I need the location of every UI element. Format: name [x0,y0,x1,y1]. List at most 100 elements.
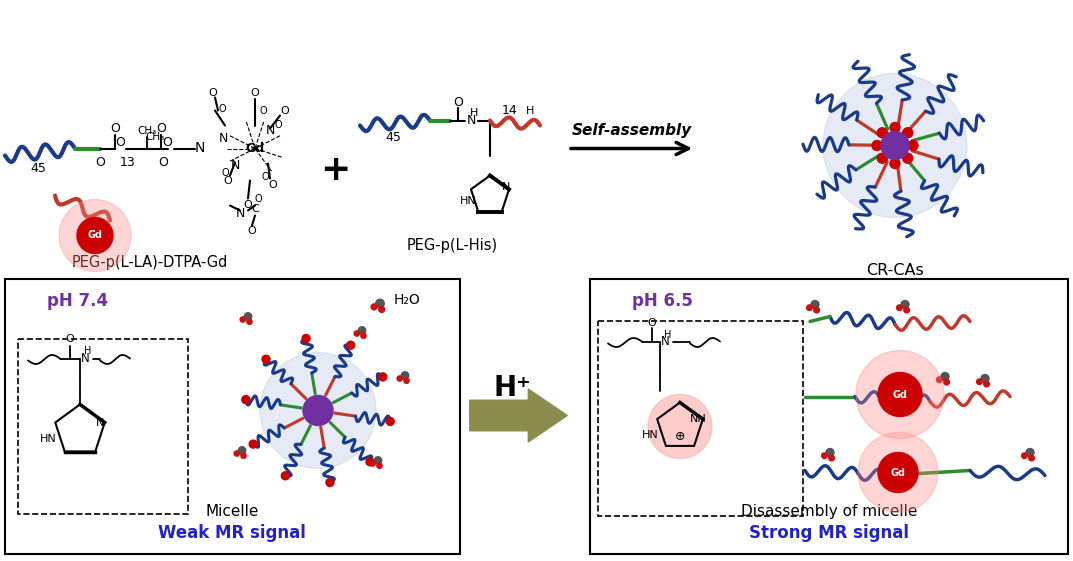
Circle shape [347,341,355,350]
Circle shape [234,451,239,456]
Text: N: N [235,207,245,220]
Text: Gd: Gd [246,142,265,155]
Circle shape [366,458,374,466]
Text: N: N [218,132,227,145]
Text: N: N [502,182,510,192]
Circle shape [240,453,246,458]
Circle shape [811,301,819,309]
Text: ⊕: ⊕ [675,430,686,443]
Text: O: O [275,121,282,131]
Text: PEG-p(L-His): PEG-p(L-His) [407,238,498,253]
Circle shape [371,304,377,310]
Circle shape [648,394,712,458]
Circle shape [872,140,882,150]
Text: H: H [470,108,479,118]
Text: O: O [260,105,267,116]
Circle shape [379,306,385,312]
Bar [598,320,803,516]
Circle shape [901,301,909,309]
Circle shape [897,305,902,310]
Text: O: O [281,107,290,117]
Text: O: O [648,318,657,328]
Text: PEG-p(L-LA)-DTPA-Gd: PEG-p(L-LA)-DTPA-Gd [72,255,229,270]
Circle shape [902,128,913,138]
Text: HN: HN [40,434,57,444]
Circle shape [303,334,310,342]
Text: O: O [251,88,260,98]
Circle shape [856,351,944,439]
Text: H: H [664,329,672,339]
Circle shape [386,417,394,425]
Text: O: O [261,172,269,182]
Text: 45: 45 [30,162,46,175]
Bar [18,338,188,513]
Text: 14: 14 [502,104,518,117]
Text: N: N [467,114,475,127]
Text: Weak MR signal: Weak MR signal [158,525,306,542]
Circle shape [858,433,938,513]
Text: O: O [156,122,166,135]
Text: CH₃: CH₃ [137,126,157,136]
Text: O: O [248,226,256,236]
Circle shape [241,396,250,403]
Circle shape [881,131,909,159]
Text: O: O [218,104,225,114]
Circle shape [77,218,113,254]
Circle shape [903,307,910,313]
Text: O: O [453,96,462,109]
Circle shape [326,479,334,486]
Text: Gd: Gd [88,231,103,241]
Circle shape [1021,453,1027,458]
Circle shape [878,373,922,416]
Text: O: O [268,180,278,190]
Circle shape [984,381,989,387]
Circle shape [902,153,913,163]
Circle shape [1026,448,1034,457]
Text: CH₃: CH₃ [145,132,164,142]
Circle shape [981,375,989,383]
Circle shape [303,396,333,425]
Circle shape [823,73,967,218]
Text: Gd: Gd [893,389,908,399]
Text: HN: HN [459,195,476,205]
Circle shape [878,153,887,163]
Circle shape [822,453,827,458]
Text: H: H [526,105,534,116]
Text: O: O [95,156,105,169]
Text: N: N [195,141,205,155]
Circle shape [376,299,384,308]
Circle shape [1029,456,1034,461]
Circle shape [403,378,409,383]
Circle shape [878,453,918,493]
Circle shape [976,379,982,384]
Text: Micelle: Micelle [205,504,259,519]
Circle shape [828,456,835,461]
Text: 45: 45 [385,131,401,144]
Circle shape [826,448,834,457]
Circle shape [890,159,900,168]
Circle shape [240,317,246,322]
Circle shape [245,312,252,320]
Text: O: O [254,194,262,204]
Text: H⁺: H⁺ [494,375,531,402]
Circle shape [401,372,409,379]
Circle shape [813,307,820,313]
Circle shape [238,447,246,454]
Circle shape [397,376,402,381]
Text: pH 7.4: pH 7.4 [47,292,108,310]
Text: NH: NH [690,413,706,424]
Text: O: O [221,168,229,178]
Circle shape [878,128,887,138]
Text: N: N [231,159,239,172]
Circle shape [374,457,382,465]
Text: H: H [85,347,91,356]
Circle shape [944,379,950,385]
Text: Gd: Gd [891,467,906,477]
Text: O: O [223,177,233,186]
Circle shape [377,463,382,468]
Bar [590,278,1068,554]
Circle shape [262,355,270,364]
Text: N: N [661,335,670,348]
Text: N: N [95,417,104,427]
Text: C: C [251,204,259,214]
